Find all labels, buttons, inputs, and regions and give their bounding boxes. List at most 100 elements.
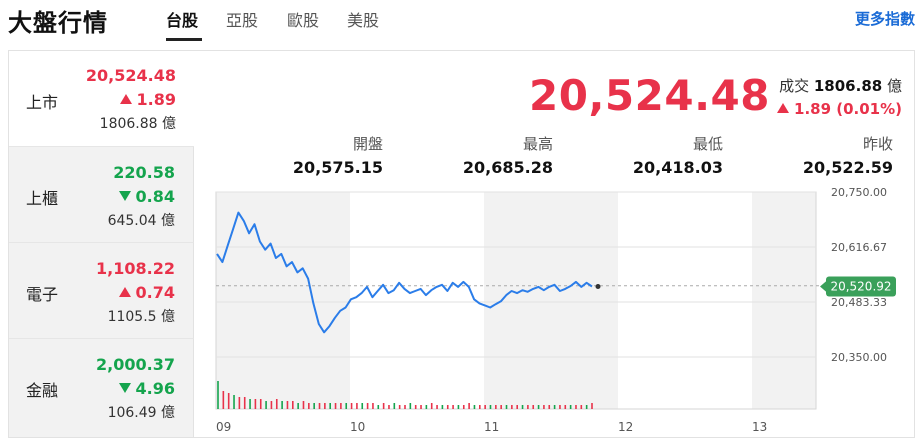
volume-bar [516,405,518,409]
volume-bar [569,405,572,409]
market-panel: 上市 20,524.48 1.89 1806.88 億 上櫃 220.58 0.… [8,50,915,438]
volume-bar [372,403,374,409]
tab-asia[interactable]: 亞股 [226,11,259,30]
last-point-marker [595,283,601,289]
volume-bar [564,405,567,409]
x-tick-label: 11 [484,420,499,434]
tab-taiwan[interactable]: 台股 [166,11,199,30]
volume-bar [243,397,246,409]
y-tick-label: 20,350.00 [831,351,887,364]
sidebar-item-change: 0.74 [118,283,175,302]
sidebar-item-volume: 1105.5 億 [107,309,175,325]
sidebar-item-volume: 1806.88 億 [99,116,176,132]
volume-bar [495,405,497,409]
up-arrow-icon [118,287,131,297]
stat-high: 最高 20,685.28 [462,135,553,177]
sidebar-item-volume: 645.04 億 [107,213,175,229]
up-arrow-icon [777,103,790,113]
volume-bar [468,403,470,409]
volume-bar [308,403,310,409]
volume-bar [548,405,551,409]
volume-bar [543,405,545,409]
down-arrow-icon [118,383,131,393]
volume-bar [527,405,529,409]
sidebar-item-listed[interactable]: 上市 20,524.48 1.89 1806.88 億 [9,51,194,147]
volume-bar [302,401,305,409]
volume-bar [505,405,508,409]
x-tick-label: 13 [752,420,767,434]
x-tick-label: 09 [216,420,231,434]
volume-bar [238,397,241,409]
volume-bar [217,381,219,409]
volume-bar [436,405,438,409]
volume-bar [366,403,369,409]
volume-bar [575,405,577,409]
y-tick-label: 20,616.67 [831,241,887,254]
volume-bar [430,403,433,409]
volume-bar [313,403,315,409]
more-indices-link[interactable]: 更多指數 [854,10,915,28]
hour-band [216,192,350,409]
x-tick-label: 10 [350,420,365,434]
volume-bar [585,405,588,409]
volume-bar [409,403,412,409]
volume-bar [222,391,225,409]
volume-bar [559,405,561,409]
volume-bar [553,405,556,409]
volume-bar [254,399,257,409]
sidebar-item-label: 上櫃 [26,189,59,208]
tab-us[interactable]: 美股 [347,11,380,30]
volume-bar [275,399,278,409]
sidebar-item-value: 1,108.22 [96,259,175,278]
volume-bar [297,403,299,409]
volume-bar [441,405,444,409]
stat-open: 開盤 20,575.15 [292,135,383,177]
header: 大盤行情 台股 亞股 歐股 美股 更多指數 [0,0,921,48]
sidebar-item-volume: 106.49 億 [107,405,175,421]
hour-band [752,192,816,409]
volume-bar [388,405,390,409]
tab-europe[interactable]: 歐股 [287,11,320,30]
index-change: 1.89 (0.01%) [777,100,902,118]
sidebar-item-finance[interactable]: 金融 2,000.37 4.96 106.49 億 [9,339,194,437]
volume-bar [356,403,358,409]
volume-bar [414,405,417,409]
x-tick-label: 12 [618,420,633,434]
down-arrow-icon [118,191,131,201]
volume-bar [398,405,401,409]
volume-bar [479,405,481,409]
volume-bar [233,395,235,409]
y-tick-label: 20,483.33 [831,296,887,309]
sidebar-item-electronics[interactable]: 電子 1,108.22 0.74 1105.5 億 [9,243,194,339]
current-price-badge-pointer [820,280,827,293]
active-tab-underline [166,38,202,41]
volume-bar [425,405,428,409]
volume-bar [249,399,251,409]
volume-bar [345,403,348,409]
volume-bar [393,403,396,409]
sidebar-item-label: 金融 [26,381,59,400]
volume-bar [500,405,502,409]
page-title: 大盤行情 [8,9,108,37]
sidebar-item-otc[interactable]: 上櫃 220.58 0.84 645.04 億 [9,147,194,243]
volume-bar [377,405,380,409]
volume-bar [404,405,406,409]
sidebar-item-change: 0.84 [118,187,175,206]
volume-bar [292,401,294,409]
volume-bar [259,399,262,409]
sidebar-item-change: 1.89 [119,90,176,109]
hour-band [484,192,618,409]
current-price-label: 20,520.92 [830,279,891,293]
index-price: 20,524.48 [529,71,770,120]
stat-low: 最低 20,418.03 [632,135,723,177]
volume-bar [329,403,331,409]
volume-bar [537,405,540,409]
volume-bar [227,393,230,409]
sidebar-item-value: 20,524.48 [85,66,176,85]
volume-bar [452,405,454,409]
volume-bar [318,403,321,409]
index-sidebar: 上市 20,524.48 1.89 1806.88 億 上櫃 220.58 0.… [9,51,194,437]
intraday-chart[interactable]: 20,750.00 20,616.67 20,483.33 20,350.00 09 10… [209,186,909,436]
volume-bar [580,405,583,409]
trade-volume: 成交 1806.88 億 [779,77,902,95]
